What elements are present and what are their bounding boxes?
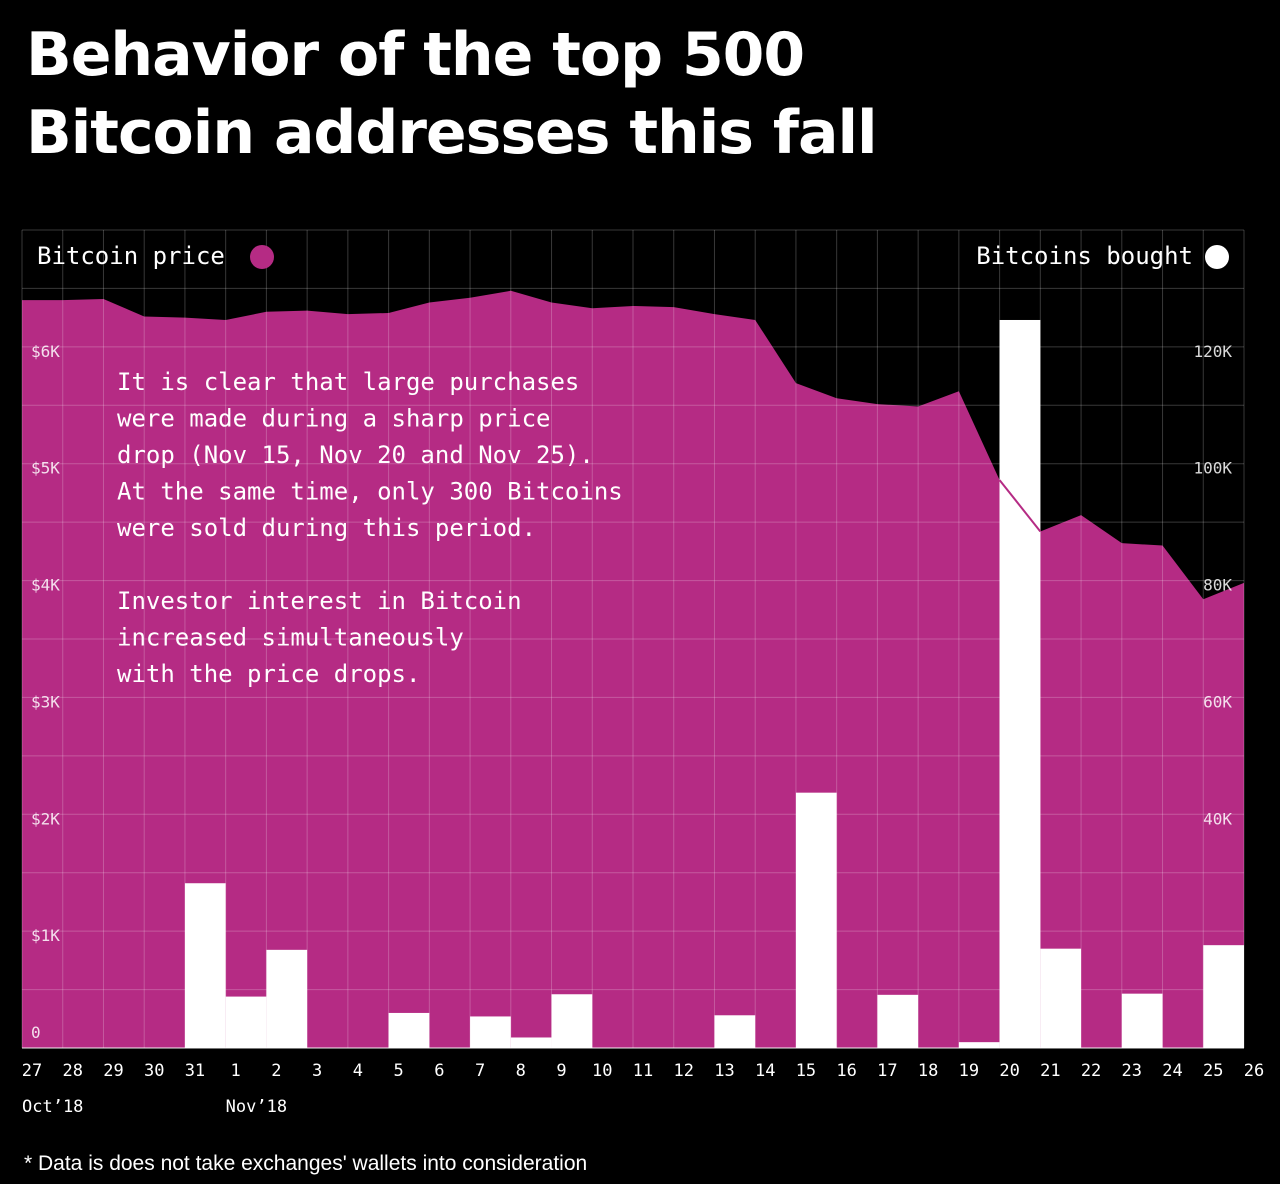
x-tick-label: 15 [796,1061,816,1081]
annotation-line: At the same time, only 300 Bitcoins [117,478,623,506]
x-tick-label: 31 [185,1061,205,1081]
y-right-tick-label: 80K [1203,576,1232,595]
x-tick-label: 9 [556,1061,566,1081]
annotation-line: were sold during this period. [117,514,536,542]
page-title: Behavior of the top 500 Bitcoin addresse… [26,16,1126,172]
bar-9 [551,994,593,1048]
x-tick-label: 21 [1040,1061,1060,1081]
x-tick-label: 5 [393,1061,403,1081]
bar-23 [1121,993,1163,1048]
x-tick-label: 22 [1081,1061,1101,1081]
x-tick-label: 26 [1244,1061,1264,1081]
y-left-tick-label: $4K [31,576,60,595]
x-tick-label: 16 [836,1061,856,1081]
x-tick-label: 24 [1162,1061,1182,1081]
y-left-tick-label: 0 [31,1023,41,1042]
annotation-line: increased simultaneously [117,624,464,652]
x-tick-label: 14 [755,1061,775,1081]
x-tick-label: 2 [271,1061,281,1081]
bar-25 [1203,945,1244,1048]
x-tick-label: 27 [22,1061,42,1081]
y-left-tick-label: $1K [31,926,60,945]
y-right-tick-label: 40K [1203,809,1232,828]
x-month-label: Nov’18 [226,1097,287,1117]
bar-31 [184,883,226,1048]
annotation-line: with the price drops. [117,660,420,688]
x-tick-label: 18 [918,1061,938,1081]
price-line-over-bar [998,479,1042,533]
annotation-line: It is clear that large purchases [117,368,579,396]
legend-bought-swatch [1205,245,1229,269]
legend-price-label: Bitcoin price [37,242,225,270]
title-line-2: Bitcoin addresses this fall [26,98,878,168]
x-tick-label: 29 [103,1061,123,1081]
x-tick-label: 23 [1122,1061,1142,1081]
bar-21 [1040,948,1082,1048]
footnote: * Data is does not take exchanges' walle… [24,1152,588,1175]
x-tick-label: 6 [434,1061,444,1081]
y-right-tick-label: 100K [1193,459,1232,478]
bar-17 [877,994,919,1048]
bar-7 [470,1016,511,1048]
price-area [22,290,1244,1048]
x-tick-label: 28 [62,1061,82,1081]
y-left-tick-label: $6K [31,342,60,361]
x-tick-label: 13 [714,1061,734,1081]
x-tick-label: 20 [999,1061,1019,1081]
x-month-label: Oct’18 [22,1097,83,1117]
y-left-tick-label: $3K [31,692,60,711]
bar-15 [795,792,837,1048]
y-right-tick-label: 120K [1193,342,1232,361]
legend-bought-label: Bitcoins bought [976,242,1193,270]
y-right-tick-label: 60K [1203,692,1232,711]
x-tick-label: 10 [592,1061,612,1081]
x-tick-label: 19 [959,1061,979,1081]
annotation-line: Investor interest in Bitcoin [117,587,522,615]
x-tick-label: 1 [231,1061,241,1081]
title-line-1: Behavior of the top 500 [26,20,805,90]
bar-1 [225,996,267,1048]
x-tick-label: 11 [633,1061,653,1081]
x-tick-label: 30 [144,1061,164,1081]
x-tick-label: 25 [1203,1061,1223,1081]
x-tick-label: 3 [312,1061,322,1081]
x-tick-label: 17 [877,1061,897,1081]
x-tick-label: 7 [475,1061,485,1081]
y-left-tick-label: $2K [31,809,60,828]
bar-20 [999,319,1041,1049]
bar-2 [266,949,308,1048]
x-tick-label: 12 [673,1061,693,1081]
y-left-tick-label: $5K [31,459,60,478]
x-tick-label: 8 [516,1061,526,1081]
x-tick-label: 4 [353,1061,363,1081]
annotation-line: drop (Nov 15, Nov 20 and Nov 25). [117,441,594,469]
bar-5 [388,1012,430,1048]
bar-8 [510,1037,552,1048]
legend-price-swatch [250,245,274,269]
bar-19 [958,1042,1000,1048]
bar-13 [714,1015,756,1048]
annotation-line: were made during a sharp price [117,405,550,433]
